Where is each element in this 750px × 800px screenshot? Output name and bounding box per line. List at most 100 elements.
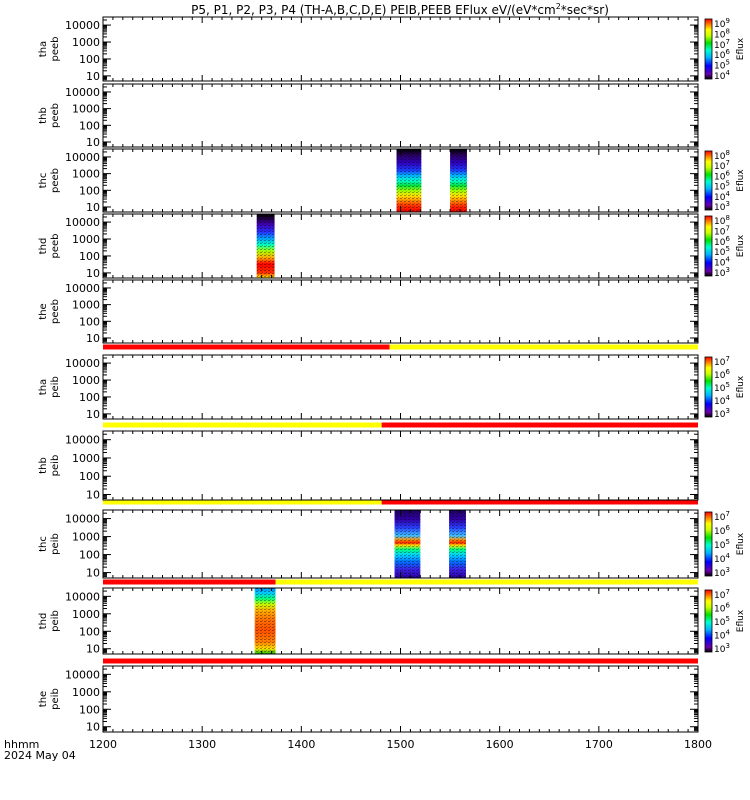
colorbar-label: Eflux — [736, 375, 746, 398]
panel-label-instrument: peib — [50, 455, 61, 477]
panel-frame — [102, 587, 699, 655]
x-date-label: 2024 May 04 — [4, 749, 76, 762]
spectrogram-block-texture — [256, 214, 275, 278]
y-tick-label: 10000 — [65, 86, 100, 99]
panel-thb-peeb: 10 100 1000 10000 thb peeb — [38, 83, 699, 149]
colorbar — [704, 589, 713, 653]
colorbar — [704, 356, 713, 418]
spectrogram-block-texture — [394, 510, 421, 578]
y-tick-label: 10 — [86, 332, 100, 345]
panel-the-peib: 10 100 1000 10000 the peib — [38, 665, 699, 734]
status-bar-segment — [103, 422, 382, 428]
colorbar-tick-label: 103 — [714, 407, 730, 420]
panel-label-probe: thb — [38, 457, 49, 474]
colorbar — [704, 511, 713, 577]
y-tick-label: 10 — [86, 70, 100, 83]
y-tick-label: 10000 — [65, 282, 100, 295]
spectrogram-block-texture — [254, 588, 276, 654]
spectrogram-block-texture — [449, 510, 466, 578]
panel-label-probe: thb — [38, 107, 49, 124]
x-tick-label: 1300 — [188, 738, 216, 751]
colorbar-tick-label: 105 — [714, 381, 730, 394]
colorbar-tick-label: 103 — [714, 566, 730, 579]
y-tick-label: 100 — [79, 391, 100, 404]
y-tick-label: 100 — [79, 315, 100, 328]
y-tick-label: 10 — [86, 567, 100, 580]
panel-label-probe: tha — [38, 41, 49, 57]
colorbar-tick-label: 105 — [714, 538, 730, 551]
status-bar-segment — [389, 344, 698, 350]
y-tick-label: 10 — [86, 489, 100, 502]
panel-label-probe: thc — [38, 536, 49, 552]
colorbar-tick-label: 107 — [714, 510, 730, 523]
panel-frame — [102, 83, 699, 148]
colorbar-tick-label: 107 — [714, 588, 730, 601]
y-tick-label: 10000 — [65, 19, 100, 32]
y-tick-label: 10000 — [65, 590, 100, 603]
x-unit-label: hhmm — [4, 738, 39, 751]
y-tick-label: 100 — [79, 703, 100, 716]
panel-label-probe: the — [38, 691, 49, 707]
colorbar-label: Eflux — [736, 169, 746, 192]
status-bar-segment — [103, 344, 390, 350]
colorbar-label: Eflux — [736, 37, 746, 60]
status-bar-segment — [103, 658, 698, 664]
x-tick-label: 1500 — [387, 738, 415, 751]
x-tick-label: 1400 — [287, 738, 315, 751]
status-bar-segment — [103, 579, 276, 585]
panel-frame — [102, 213, 699, 279]
y-tick-label: 1000 — [72, 374, 100, 387]
y-tick-label: 100 — [79, 549, 100, 562]
y-tick-label: 10 — [86, 721, 100, 734]
panel-frame — [102, 430, 699, 501]
colorbar — [704, 150, 713, 211]
status-bar-segment — [381, 499, 698, 505]
y-tick-label: 100 — [79, 53, 100, 66]
x-tick-label: 1200 — [89, 738, 117, 751]
figure-title: P5, P1, P2, P3, P4 (TH-A,B,C,D,E) PEIB,P… — [191, 2, 609, 17]
status-bar-segment — [381, 422, 698, 428]
colorbar-label: Eflux — [736, 609, 746, 632]
y-tick-label: 1000 — [72, 299, 100, 312]
y-tick-label: 100 — [79, 184, 100, 197]
panel-label-probe: the — [38, 303, 49, 319]
y-tick-label: 10 — [86, 201, 100, 214]
y-tick-label: 10000 — [65, 357, 100, 370]
colorbar-label: Eflux — [736, 234, 746, 257]
y-tick-label: 10 — [86, 643, 100, 656]
y-tick-label: 10000 — [65, 151, 100, 164]
status-bar-segment — [275, 579, 698, 585]
colorbar — [704, 215, 713, 277]
panel-label-probe: thd — [38, 613, 49, 630]
y-tick-label: 1000 — [72, 608, 100, 621]
panel-label-instrument: peib — [50, 533, 61, 555]
y-tick-label: 100 — [79, 250, 100, 263]
colorbar-tick-label: 104 — [714, 394, 730, 407]
y-tick-label: 100 — [79, 625, 100, 638]
colorbar-tick-label: 104 — [714, 552, 730, 565]
y-tick-label: 1000 — [72, 233, 100, 246]
panel-frame — [102, 279, 699, 344]
panel-thb-peib: 10 100 1000 10000 thb peib — [38, 430, 699, 505]
y-tick-label: 1000 — [72, 168, 100, 181]
y-tick-label: 1000 — [72, 452, 100, 465]
panel-label-instrument: peib — [50, 688, 61, 710]
panel-label-instrument: peeb — [50, 234, 61, 259]
y-tick-label: 1000 — [72, 686, 100, 699]
y-tick-label: 10000 — [65, 668, 100, 681]
x-tick-label: 1600 — [486, 738, 514, 751]
colorbar — [704, 18, 713, 80]
panel-label-instrument: peeb — [50, 299, 61, 324]
y-tick-label: 1000 — [72, 36, 100, 49]
colorbar-tick-label: 106 — [714, 524, 730, 537]
x-tick-label: 1700 — [585, 738, 613, 751]
panel-label-instrument: peib — [50, 376, 61, 398]
colorbar-label: Eflux — [736, 532, 746, 555]
spectrogram-block-texture — [396, 149, 422, 212]
panel-label-probe: thc — [38, 173, 49, 189]
